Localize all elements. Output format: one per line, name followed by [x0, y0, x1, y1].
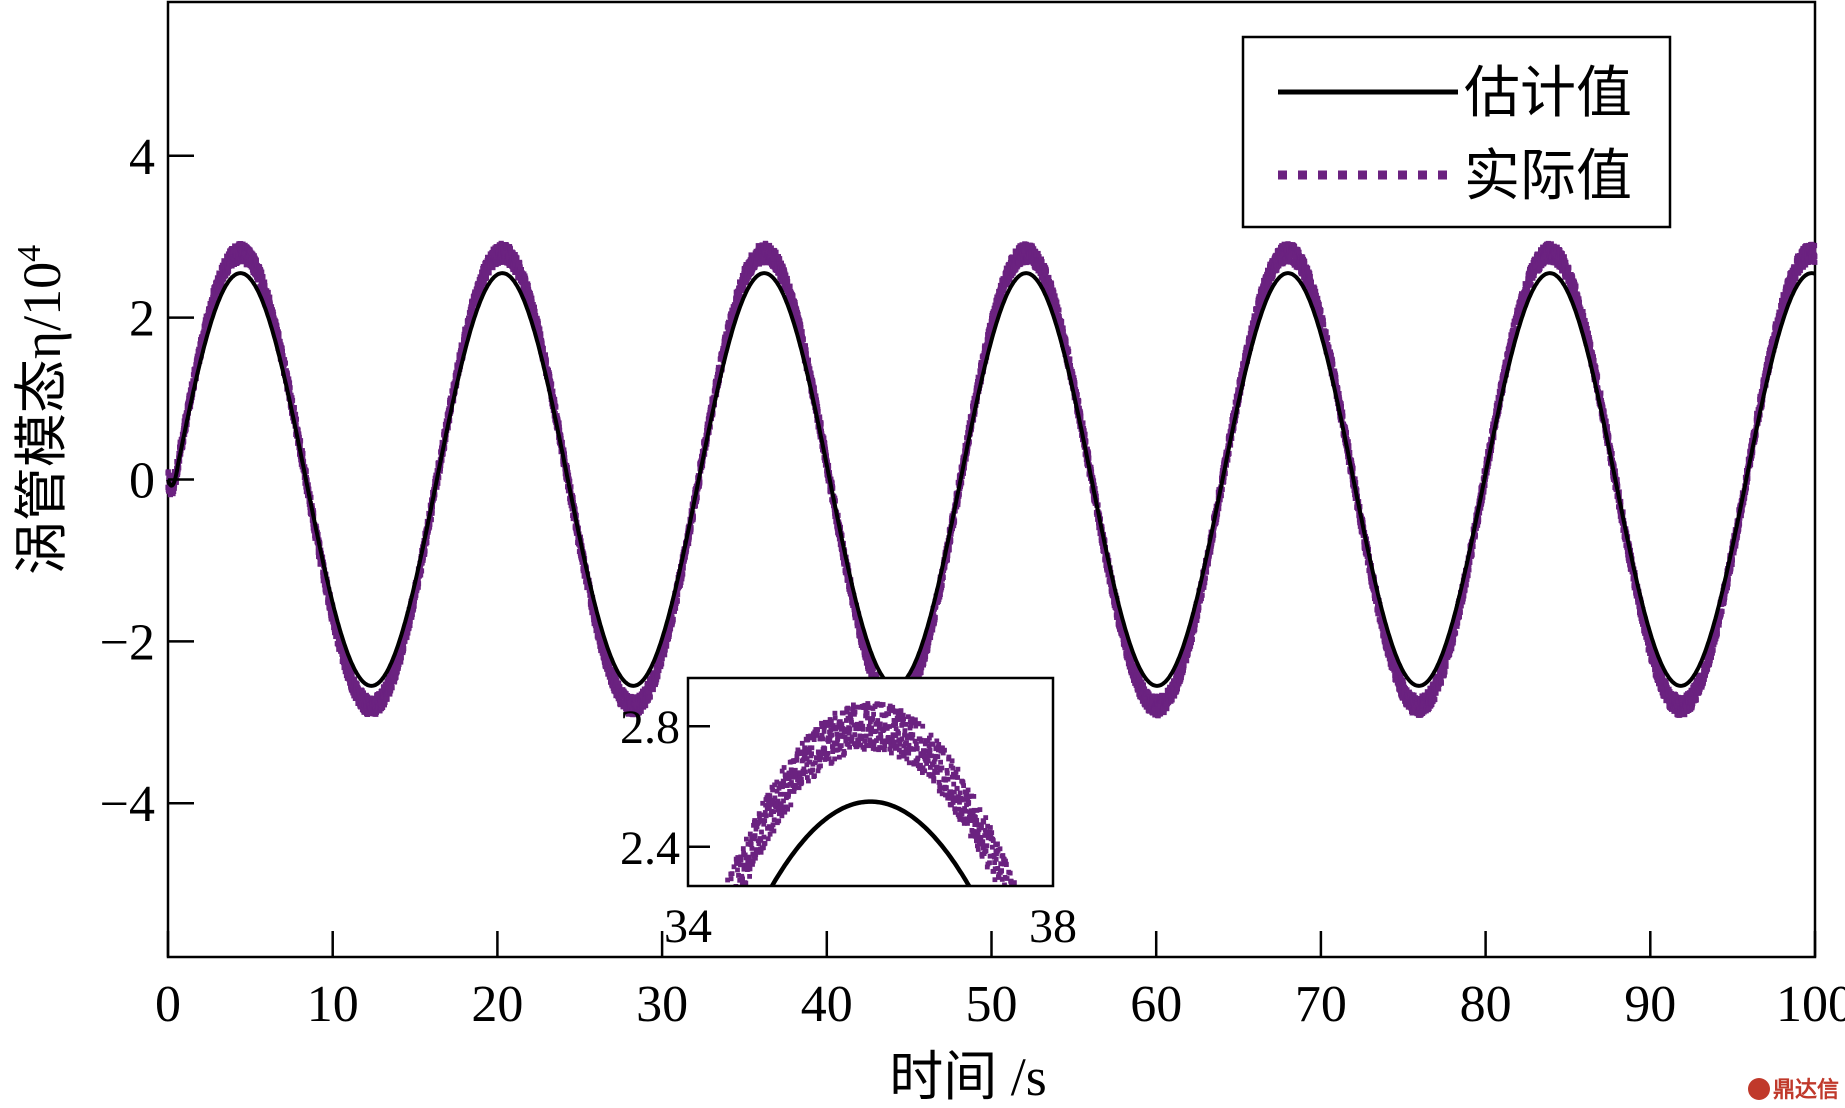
- x-tick-label-30: 30: [636, 976, 688, 1033]
- x-tick-label-70: 70: [1295, 976, 1347, 1033]
- y-tick-label-2: 2: [129, 291, 155, 348]
- inset-series-estimate: [769, 799, 972, 886]
- legend-label-actual: 实际值: [1464, 146, 1632, 208]
- y-axis-title: 涡管模态η/104: [11, 245, 72, 575]
- y-tick-label-4: 4: [129, 129, 155, 186]
- inset-y-tick-label-2.8: 2.8: [620, 701, 680, 754]
- inset-y-tick-label-2.4: 2.4: [620, 822, 680, 875]
- watermark-icon: [1748, 1078, 1770, 1100]
- inset-plot: 2.4 2.8 34 38: [620, 676, 1077, 953]
- main-axes-group: 0 10 20 30 40 50 60 70 80 90 100 −4 −2 0 2 4: [100, 129, 1845, 1033]
- x-tick-label-60: 60: [1130, 976, 1182, 1033]
- y-tick-label--2: −2: [100, 614, 155, 671]
- watermark: 鼎达信: [1748, 1077, 1839, 1103]
- inset-plot-background: [688, 678, 1053, 886]
- x-tick-label-80: 80: [1460, 976, 1512, 1033]
- legend: 估计值 实际值: [1241, 35, 1672, 229]
- x-tick-label-20: 20: [471, 976, 523, 1033]
- inset-plot-frame: [686, 676, 1055, 888]
- inset-series-group: [722, 701, 1017, 886]
- x-tick-label-50: 50: [966, 976, 1018, 1033]
- inset-series-actual: [722, 701, 1017, 886]
- y-axis-title-superscript: 4: [11, 245, 48, 262]
- inset-x-tick-label-38: 38: [1029, 900, 1077, 953]
- y-axis-title-text: 涡管模态η/10: [12, 262, 72, 575]
- watermark-text: 鼎达信: [1773, 1077, 1839, 1103]
- legend-label-estimate: 估计值: [1464, 63, 1632, 125]
- y-tick-label-0: 0: [129, 453, 155, 510]
- x-tick-label-90: 90: [1624, 976, 1676, 1033]
- series-estimate: [166, 271, 1816, 688]
- inset-x-tick-label-34: 34: [664, 900, 712, 953]
- x-tick-label-0: 0: [155, 976, 181, 1033]
- x-tick-label-40: 40: [801, 976, 853, 1033]
- y-tick-label--4: −4: [100, 776, 155, 833]
- x-tick-label-10: 10: [307, 976, 359, 1033]
- inset-axes-group: 2.4 2.8 34 38: [620, 701, 1077, 953]
- x-tick-label-100: 100: [1776, 976, 1845, 1033]
- x-axis-title: 时间 /s: [889, 1047, 1047, 1107]
- series-actual: [165, 240, 1818, 719]
- legend-box: [1241, 35, 1672, 229]
- main-series-group: [165, 240, 1818, 719]
